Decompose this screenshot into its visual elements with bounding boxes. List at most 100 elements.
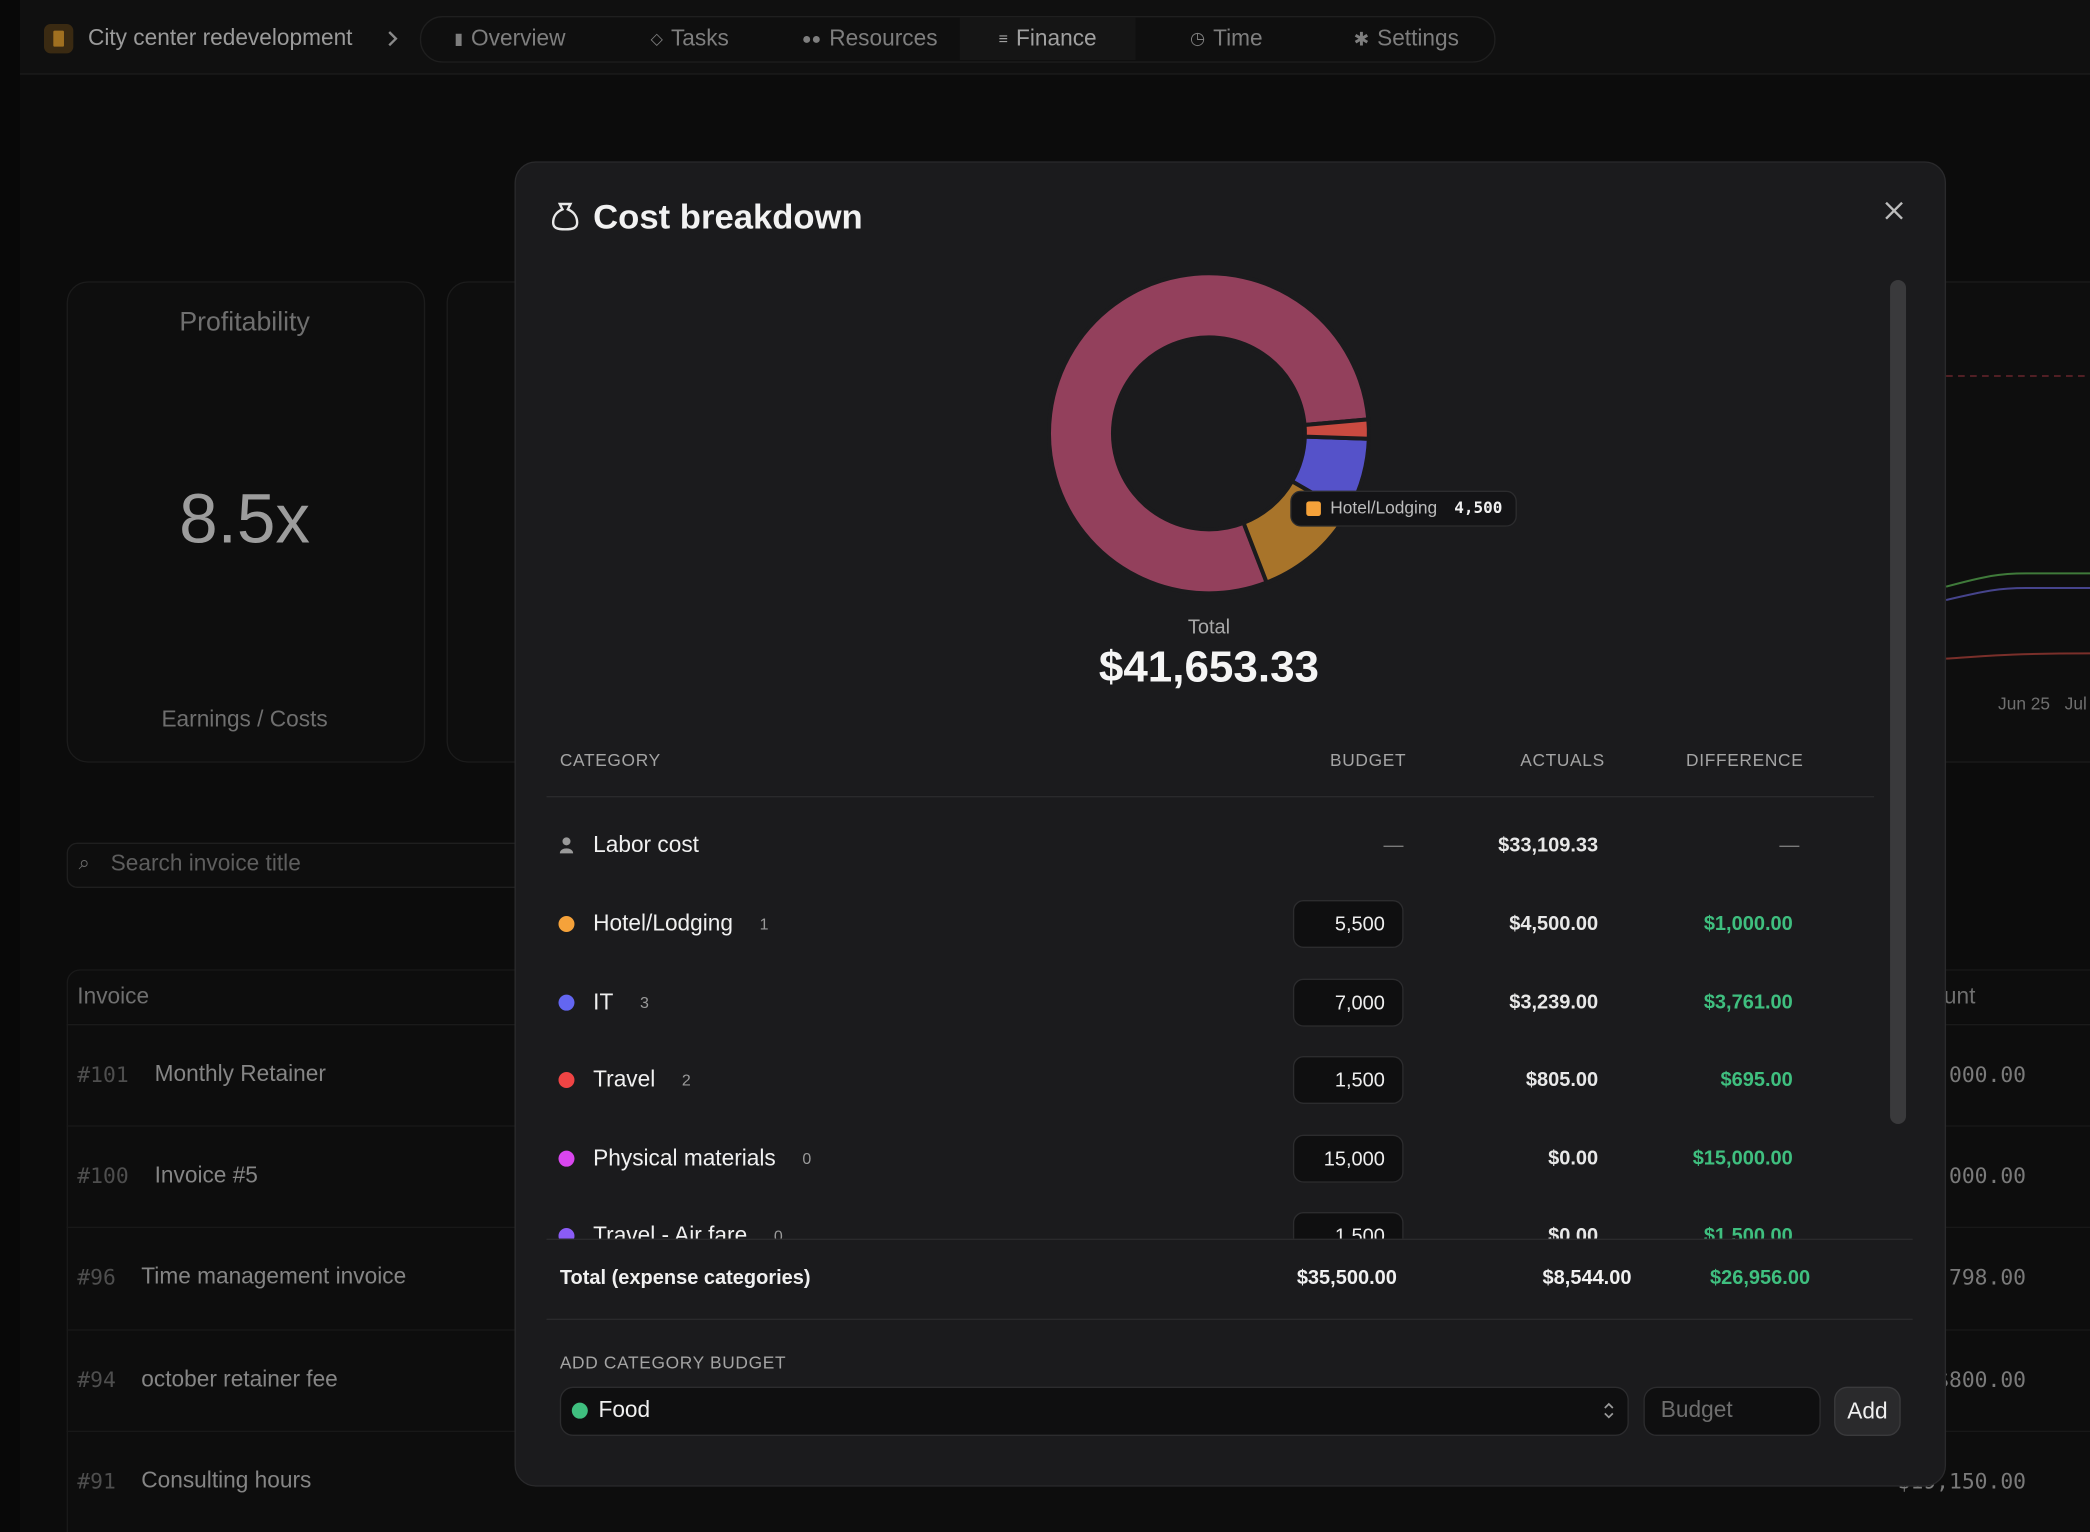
category-select[interactable] [559,1386,1629,1436]
item-count: 0 [802,1149,812,1168]
category-dot [558,915,575,932]
footer-difference: $26,956.00 [1710,1266,1811,1290]
invoice-title: Time management invoice [141,1263,407,1290]
actuals: $805.00 [1525,1068,1599,1092]
add-button[interactable]: Add [1834,1386,1901,1436]
actuals: $0.00 [1548,1147,1599,1170]
item-count: 3 [639,993,649,1012]
series-line [1946,586,2090,601]
select-value: Food [598,1397,651,1423]
tab[interactable]: ✱ Settings [1353,25,1459,51]
tab-label: Overview [471,25,566,51]
category-name: Travel - Air fare [593,1222,748,1239]
invoice-amount: $800.00 [1936,1367,2027,1393]
series-line [1946,652,2090,660]
item-count: 2 [681,1070,691,1090]
category-dot [558,1071,575,1088]
budget-input[interactable]: 7,000 [1292,978,1404,1027]
donut-chart [1047,271,1371,596]
total-value: $41,653.33 [1098,641,1320,691]
difference: $15,000.00 [1692,1147,1793,1170]
card-title: Profitability [179,307,310,338]
tab-group [419,15,1496,63]
divider [546,1318,1913,1320]
sidebar-edge [0,0,20,1532]
budget-input[interactable] [1643,1386,1821,1436]
invoice-number: #101 [77,1061,129,1088]
tab[interactable]: ◷ Time [1189,25,1263,51]
tab-label: Tasks [670,25,729,51]
tab[interactable]: ◇ Tasks [650,25,729,51]
difference: $3,761.00 [1703,991,1793,1014]
search-input[interactable] [66,842,603,888]
category-name: Hotel/Lodging [593,910,733,936]
actuals: $0.00 [1548,1224,1599,1239]
difference: $1,000.00 [1703,912,1793,936]
tab[interactable]: ≡ Finance [998,25,1097,51]
category-row: Hotel/Lodging 1 5,500 $4,500.00 $1,000.00 [533,897,1879,950]
column-header: ACTUALS [1520,749,1605,770]
breadcrumb-chevron [388,31,398,47]
tooltip [1290,490,1517,527]
footer-actuals: $8,544.00 [1542,1266,1632,1290]
column-header: DIFFERENCE [1686,749,1804,770]
tab[interactable]: ▮ Overview [454,25,566,51]
title-icon [551,202,579,231]
invoice-title: Invoice #5 [154,1162,258,1188]
donut-segment[interactable] [1047,271,1371,596]
search-icon: ⌕ [78,851,90,875]
donut-segment[interactable] [1302,417,1371,441]
search-placeholder: Search invoice title [110,850,301,876]
background-chart [1946,375,2090,660]
footer-label: Total (expense categories) [559,1266,811,1290]
category-name-group: Hotel/Lodging 1 [593,911,768,938]
divider [546,795,1875,798]
series-line [1946,572,2090,588]
invoice-number: #91 [77,1468,116,1494]
budget-input[interactable]: 1,500 [1292,1211,1404,1239]
invoice-number: #96 [77,1264,116,1290]
close-button[interactable] [1883,200,1904,221]
budget-input[interactable]: 1,500 [1292,1055,1404,1104]
invoice-title: Consulting hours [141,1467,312,1494]
project-name[interactable]: City center redevelopment [87,25,353,51]
category-name-group: IT 3 [593,989,649,1016]
actuals: $4,500.00 [1509,912,1599,936]
difference-empty: — [1779,833,1800,857]
project-icon[interactable] [43,23,74,54]
invoice-number: #94 [77,1367,116,1393]
person-icon [559,837,574,854]
category-row: Travel - Air fare 0 1,500 $0.00 $1,500.00 [533,1209,1879,1239]
category-row: Physical materials 0 15,000 $0.00 $15,000… [533,1132,1879,1185]
budget-input[interactable]: 15,000 [1292,1134,1404,1183]
category-dot [558,1150,575,1167]
total-label: Total [1187,615,1231,639]
section-label: ADD CATEGORY BUDGET [559,1352,787,1373]
column-header: Invoice [77,983,150,1010]
tooltip-value: 4,500 [1454,498,1503,518]
tab[interactable]: ●● Resources [801,25,938,51]
tab-label: Resources [829,25,938,51]
category-name-group: Labor cost [593,832,699,859]
invoice-title: Monthly Retainer [154,1061,326,1087]
active-tab-bg [959,17,1136,60]
category-row: Labor cost — $33,109.33 — [533,819,1879,872]
tab-label: Settings [1377,25,1459,51]
budget-input[interactable]: 5,500 [1292,899,1404,948]
modal [514,161,1947,1487]
budget-empty: — [1383,833,1404,857]
item-count: 1 [759,914,769,934]
actuals: $3,239.00 [1509,991,1599,1014]
column-header: CATEGORY [559,749,661,770]
profitability-card [66,281,426,763]
difference: $695.00 [1720,1068,1793,1092]
category-list: Labor cost — $33,109.33 — Hotel/Lodging 1… [533,800,1879,1239]
category-name-group: Travel - Air fare 0 [593,1223,783,1239]
scrollbar[interactable] [1890,279,1907,1124]
category-name: Labor cost [593,831,699,858]
card-caption: Earnings / Costs [161,706,328,732]
tab-label: Finance [1016,25,1097,51]
difference: $1,500.00 [1703,1224,1793,1239]
category-name: IT [593,989,614,1015]
